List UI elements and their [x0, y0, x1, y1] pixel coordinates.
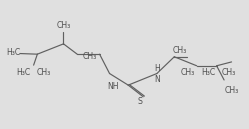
Text: CH₃: CH₃ [82, 52, 97, 61]
Text: H₃C: H₃C [6, 48, 21, 57]
Text: CH₃: CH₃ [181, 68, 195, 77]
Text: N: N [154, 75, 160, 84]
Text: NH: NH [108, 82, 119, 91]
Text: CH₃: CH₃ [56, 21, 71, 30]
Text: S: S [137, 97, 142, 106]
Text: CH₃: CH₃ [36, 68, 51, 77]
Text: CH₃: CH₃ [224, 86, 239, 95]
Text: H₃C: H₃C [201, 68, 215, 77]
Text: H: H [154, 64, 160, 73]
Text: CH₃: CH₃ [222, 68, 236, 77]
Text: H₃C: H₃C [16, 68, 31, 77]
Text: CH₃: CH₃ [172, 46, 187, 55]
